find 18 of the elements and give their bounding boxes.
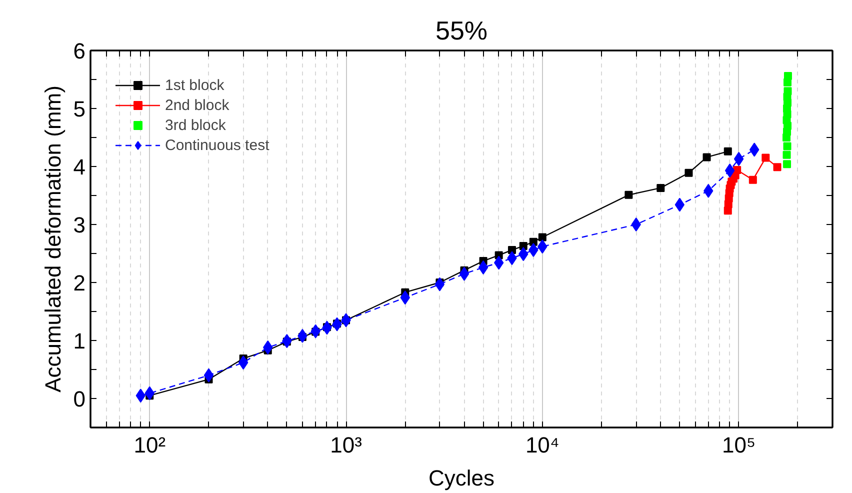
y-tick-label: 3	[73, 212, 86, 238]
x-tick-label: 10²	[134, 432, 166, 458]
legend-label: 3rd block	[165, 116, 226, 134]
x-axis-title: Cycles	[428, 466, 495, 490]
y-tick-label: 4	[73, 154, 86, 180]
y-tick-label: 5	[73, 96, 86, 122]
y-tick-label: 0	[73, 386, 86, 412]
y-tick-label: 2	[73, 270, 86, 296]
y-tick-label: 6	[73, 38, 86, 64]
legend-label: 1st block	[165, 76, 224, 94]
legend-label: 2nd block	[165, 96, 230, 114]
y-axis-title: Accumulated deformation (mm)	[40, 86, 66, 392]
y-tick-label: 1	[73, 328, 86, 354]
x-tick-label: 10³	[330, 432, 362, 458]
legend-label: Continuous test	[165, 136, 270, 154]
chart-title: 55%	[435, 16, 488, 46]
x-tick-label: 10⁵	[722, 432, 756, 458]
x-tick-label: 10⁴	[525, 432, 560, 458]
